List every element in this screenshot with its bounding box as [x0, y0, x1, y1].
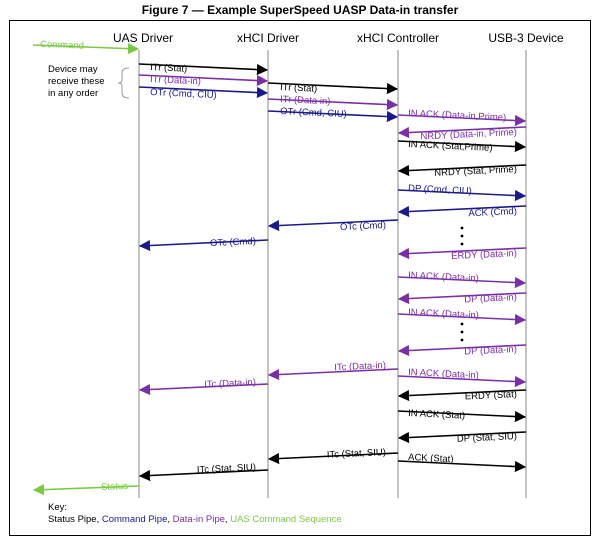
message-label-23: ITc (Data-in) [204, 377, 256, 390]
message-label-7: OTr (Cmd, CIU) [280, 106, 347, 120]
message-label-20: DP (Data-in) [464, 344, 517, 357]
message-arrow-9 [397, 126, 527, 139]
message-label-6: ITr (Data in) [280, 94, 331, 107]
message-label-19: IN ACK (Data-in) [408, 307, 479, 321]
message-label-1: Command [40, 39, 84, 52]
diagram-frame [9, 20, 591, 536]
note-line-2: receive these [48, 76, 105, 87]
message-arrow-21 [267, 368, 399, 381]
message-arrow-27 [267, 452, 399, 465]
lane-label-uas-driver: UAS Driver [113, 31, 173, 45]
message-arrow-16 [397, 247, 527, 260]
message-arrow-14 [267, 219, 399, 232]
message-label-15: OTc (Cmd) [210, 236, 256, 249]
message-arrow-10 [397, 140, 527, 153]
message-label-14: OTc (Cmd) [340, 220, 386, 233]
ellipsis-dots-1 [460, 226, 464, 246]
message-arrow-3 [138, 74, 269, 87]
message-label-12: DP (Cmd, CIU) [408, 183, 472, 197]
message-arrow-5 [267, 82, 399, 95]
message-label-21: ITc (Data-in) [334, 360, 386, 373]
note-brace [117, 67, 130, 99]
lane-label-xhci-driver: xHCI Driver [237, 31, 299, 45]
message-label-2: ITr (Stat) [150, 62, 188, 75]
note-line-1: Device may [48, 64, 98, 75]
message-label-16: ERDY (Data-in) [451, 248, 517, 262]
message-label-22: IN ACK (Data-in) [408, 367, 479, 381]
message-arrow-30 [32, 484, 140, 496]
message-label-26: DP (Stat, SIU) [457, 431, 517, 445]
lane-label-usb3-device: USB-3 Device [488, 31, 564, 45]
note-line-3: in any order [48, 88, 98, 99]
message-arrow-17 [397, 276, 527, 289]
message-arrow-18 [397, 292, 527, 305]
message-arrow-6 [267, 98, 399, 111]
message-arrow-29 [138, 469, 269, 482]
message-label-25: IN ACK (Stat) [408, 408, 465, 422]
message-label-4: OTr (Cmd, CIU) [150, 87, 217, 101]
message-label-24: ERDY (Stat) [465, 389, 518, 402]
message-label-10: IN ACK (Stat,Prime) [408, 139, 493, 154]
message-label-8: IN ACK (Data-in,Prime) [408, 108, 507, 124]
message-arrow-23 [138, 383, 269, 396]
message-label-5: ITr (Stat) [280, 82, 318, 95]
message-arrow-1 [32, 43, 140, 55]
ellipsis-dots-2 [460, 322, 464, 342]
key-status-pipe: Status Pipe [48, 514, 97, 525]
message-arrow-12 [397, 189, 527, 202]
message-label-18: DP (Data-in) [464, 292, 517, 305]
key-datain-pipe: Data-in Pipe [173, 514, 225, 525]
key-uas-command-sequence: UAS Command Sequence [230, 514, 341, 525]
message-arrow-2 [138, 63, 269, 76]
message-label-27: ITc (Stat, SIU) [327, 447, 387, 461]
key-items: Status Pipe, Command Pipe, Data-in Pipe,… [48, 514, 342, 525]
message-label-13: ACK (Cmd) [468, 206, 517, 219]
message-label-11: NRDY (Stat, Prime) [434, 164, 517, 179]
message-label-9: NRDY (Data-in, Prime) [420, 127, 517, 142]
message-arrow-28 [397, 460, 527, 473]
message-label-28: ACK (Stat) [408, 452, 454, 465]
message-label-17: IN ACK (Data-in) [408, 270, 479, 284]
key-title: Key: [48, 502, 67, 513]
message-arrow-7 [267, 110, 399, 123]
message-arrow-25 [397, 410, 527, 423]
message-label-3: ITr (Data-in) [150, 74, 201, 87]
message-arrow-13 [397, 205, 527, 218]
message-arrow-22 [397, 375, 527, 388]
figure-title: Figure 7 — Example SuperSpeed UASP Data-… [141, 3, 459, 17]
message-arrow-15 [138, 239, 269, 252]
message-arrow-20 [397, 344, 527, 357]
message-arrow-24 [397, 389, 527, 402]
key-command-pipe: Command Pipe [102, 514, 167, 525]
message-label-30: Status [101, 481, 129, 493]
message-arrow-8 [397, 114, 527, 127]
lane-label-xhci-controller: xHCI Controller [357, 31, 439, 45]
message-arrow-4 [138, 86, 269, 99]
message-label-29: ITc (Stat, SIU) [197, 462, 257, 476]
message-arrow-11 [397, 164, 527, 177]
message-arrow-26 [397, 431, 527, 444]
message-arrow-19 [397, 313, 527, 326]
key: Key: Status Pipe, Command Pipe, Data-in … [48, 502, 342, 525]
